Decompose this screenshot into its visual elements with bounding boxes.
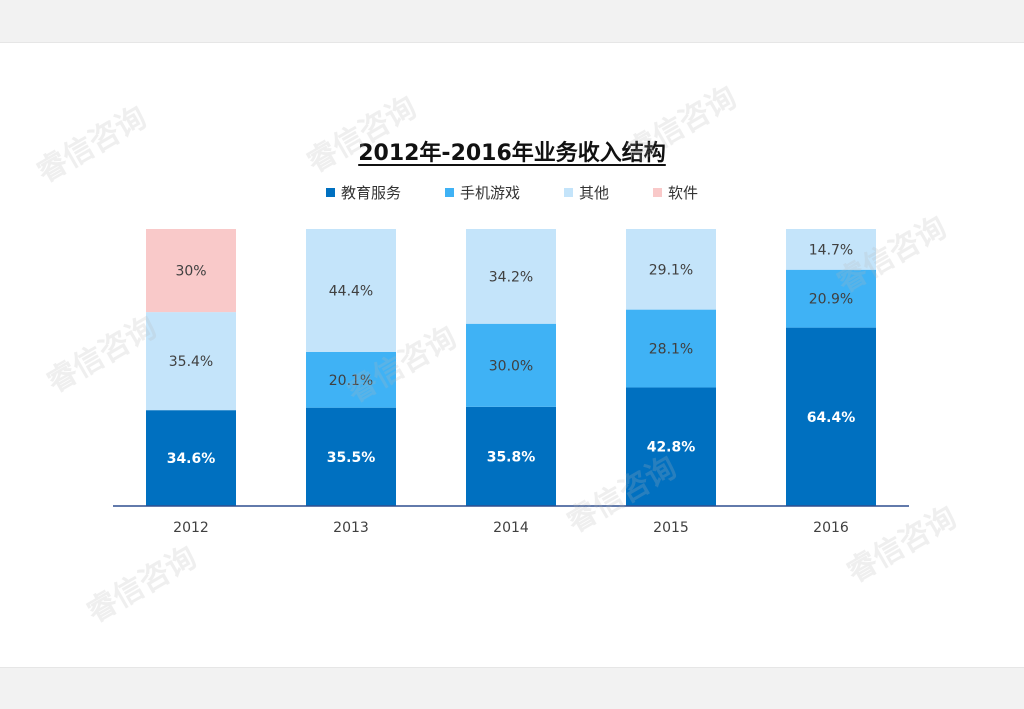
legend-swatch-mobile-games: [444, 188, 454, 197]
bar-segment: [786, 229, 876, 270]
bar-segment: [306, 229, 396, 352]
bar-segment: [786, 327, 876, 506]
bar-segment: [626, 229, 716, 310]
legend-swatch-software: [653, 188, 663, 197]
bar-segment: [786, 269, 876, 328]
bar-segment: [626, 309, 716, 388]
legend-item-education: 教育服务: [325, 182, 401, 203]
x-tick-label: 2014: [493, 520, 529, 536]
legend-item-other: 其他: [564, 182, 609, 203]
bar-segment: [466, 406, 556, 506]
bar-segment: [466, 229, 556, 324]
data-label: 42.8%: [647, 440, 696, 456]
bar-segment: [146, 410, 236, 506]
legend-item-mobile-games: 手机游戏: [444, 182, 520, 203]
data-label: 29.1%: [649, 262, 693, 278]
data-label: 64.4%: [807, 410, 856, 426]
bar-segment: [306, 351, 396, 408]
legend-label-education: 教育服务: [340, 184, 401, 202]
x-tick-label: 2013: [333, 520, 369, 536]
data-label: 20.9%: [809, 292, 853, 308]
chart-legend: 教育服务 手机游戏 其他 软件: [0, 182, 1024, 203]
bar-segment: [466, 323, 556, 407]
legend-swatch-education: [325, 188, 335, 197]
bar-segment: [626, 387, 716, 506]
data-label: 14.7%: [809, 242, 853, 258]
data-label: 35.5%: [327, 450, 376, 466]
bar-segment: [146, 229, 236, 313]
data-label: 28.1%: [649, 342, 693, 358]
bar-segment: [306, 407, 396, 506]
data-label: 30%: [175, 264, 206, 280]
legend-swatch-other: [564, 188, 573, 197]
data-label: 44.4%: [329, 283, 373, 299]
legend-label-other: 其他: [579, 184, 610, 202]
x-tick-label: 2016: [813, 520, 849, 536]
data-label: 34.2%: [489, 269, 533, 285]
legend-label-software: 软件: [668, 184, 699, 202]
data-label: 20.1%: [329, 373, 373, 389]
data-label: 30.0%: [489, 358, 533, 374]
x-tick-label: 2012: [173, 520, 209, 536]
bar-segment: [146, 312, 236, 411]
data-label: 35.4%: [169, 354, 213, 370]
chart-title: 2012年-2016年业务收入结构: [358, 141, 666, 166]
x-tick-label: 2015: [653, 520, 689, 536]
legend-item-software: 软件: [653, 182, 698, 203]
legend-label-mobile-games: 手机游戏: [459, 184, 520, 202]
data-label: 34.6%: [167, 451, 216, 467]
data-label: 35.8%: [487, 449, 536, 465]
